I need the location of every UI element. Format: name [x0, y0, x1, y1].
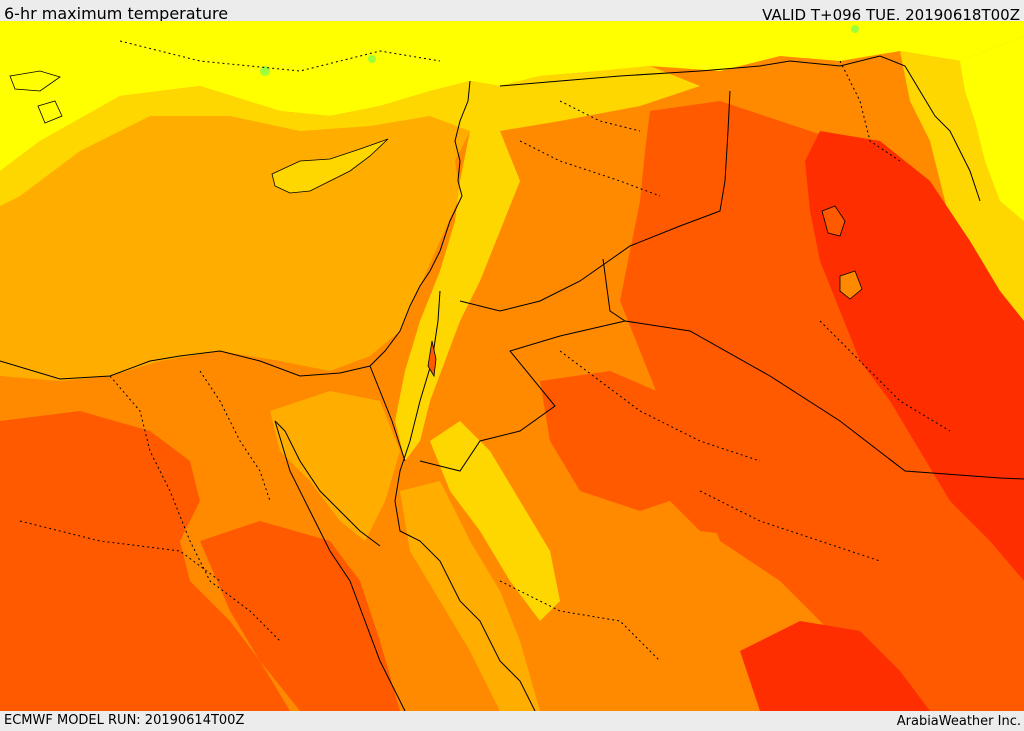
lake-tharthar — [821, 205, 846, 237]
cyprus — [271, 138, 389, 194]
dead-sea — [427, 340, 437, 378]
field-very-hot-egypt — [0, 411, 290, 711]
border-iraq-saudi — [624, 320, 1024, 480]
map-footer: ECMWF MODEL RUN: 20190614T00Z ArabiaWeat… — [0, 711, 1024, 729]
coastline-levant — [0, 80, 471, 380]
model-run-label: ECMWF MODEL RUN: 20190614T00Z — [4, 713, 245, 728]
field-extreme-iraq — [805, 131, 1024, 581]
field-extreme-south — [740, 621, 930, 711]
field-hot-sinai — [270, 391, 400, 541]
coastline-redsea-west — [274, 420, 406, 711]
field-very-hot-sudan — [200, 521, 400, 711]
green-patch-1 — [260, 66, 270, 76]
map-title: 6-hr maximum temperature — [4, 4, 229, 23]
border-jordan-saudi — [419, 258, 627, 472]
map-header: 6-hr maximum temperature VALID T+096 TUE… — [0, 0, 1024, 24]
admin-borders — [19, 40, 951, 662]
lake-habbaniyah — [839, 270, 863, 300]
coastline-redsea-east — [394, 290, 536, 711]
field-gold-north — [0, 66, 700, 206]
green-patch-2 — [368, 55, 376, 63]
field-gold-hejaz — [430, 421, 560, 621]
green-patch-3 — [851, 25, 859, 33]
border-syria-iraq — [499, 55, 981, 202]
field-hot-redsea — [400, 481, 540, 711]
field-yellow-north — [0, 21, 1024, 171]
border-egypt-israel — [369, 365, 406, 462]
valid-time-label: VALID T+096 TUE. 20190618T00Z — [762, 6, 1020, 24]
field-very-hot-center — [640, 421, 820, 541]
temperature-map — [0, 21, 1024, 711]
border-iraq-internal — [459, 90, 731, 312]
credit-label: ArabiaWeather Inc. — [896, 714, 1021, 729]
aegean-islands — [9, 70, 63, 124]
temperature-map-svg — [0, 21, 1024, 711]
field-yellow-northeast-bright — [960, 36, 1024, 221]
